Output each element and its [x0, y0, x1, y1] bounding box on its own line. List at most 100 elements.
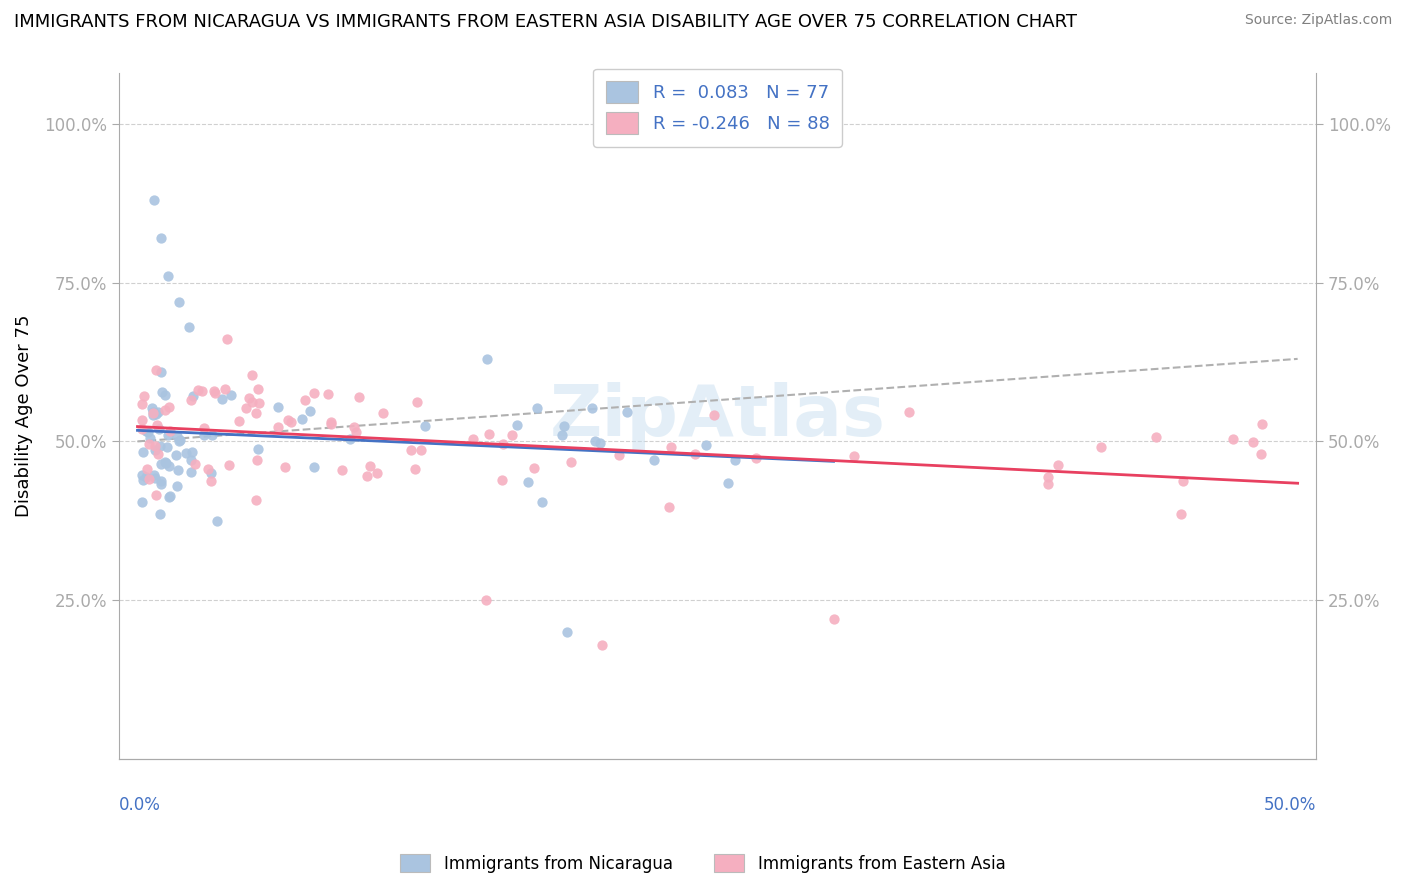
- Text: 50.0%: 50.0%: [1264, 797, 1316, 814]
- Point: [607, 448, 630, 462]
- Point: [1036, 470, 1059, 484]
- Point: [413, 419, 436, 434]
- Point: [141, 401, 163, 415]
- Point: [399, 442, 422, 457]
- Point: [156, 269, 179, 284]
- Point: [166, 479, 188, 493]
- Point: [247, 382, 270, 396]
- Point: [157, 428, 180, 442]
- Point: [142, 468, 165, 483]
- Point: [201, 427, 224, 442]
- Point: [142, 405, 165, 419]
- Point: [516, 475, 538, 489]
- Point: [321, 417, 343, 432]
- Point: [531, 495, 554, 509]
- Point: [200, 467, 222, 481]
- Point: [475, 352, 498, 367]
- Point: [1036, 477, 1059, 491]
- Point: [143, 442, 166, 457]
- Point: [135, 425, 157, 439]
- Point: [204, 385, 226, 400]
- Point: [155, 440, 177, 454]
- Point: [180, 393, 202, 408]
- Point: [717, 475, 740, 490]
- Point: [1222, 433, 1244, 447]
- Point: [643, 453, 665, 467]
- Text: Source: ZipAtlas.com: Source: ZipAtlas.com: [1244, 13, 1392, 28]
- Point: [553, 418, 575, 433]
- Point: [238, 391, 260, 405]
- Y-axis label: Disability Age Over 75: Disability Age Over 75: [15, 315, 32, 517]
- Point: [145, 363, 167, 377]
- Point: [366, 466, 388, 480]
- Point: [131, 422, 153, 436]
- Point: [267, 419, 290, 434]
- Point: [478, 427, 501, 442]
- Legend: Immigrants from Nicaragua, Immigrants from Eastern Asia: Immigrants from Nicaragua, Immigrants fr…: [394, 847, 1012, 880]
- Point: [242, 395, 264, 409]
- Point: [406, 394, 429, 409]
- Point: [491, 473, 513, 487]
- Point: [1250, 447, 1272, 461]
- Point: [1171, 475, 1194, 489]
- Point: [703, 409, 725, 423]
- Point: [148, 447, 170, 461]
- Point: [218, 458, 240, 472]
- Point: [134, 389, 156, 403]
- Point: [157, 490, 180, 504]
- Point: [526, 401, 548, 415]
- Point: [150, 384, 173, 399]
- Point: [149, 365, 172, 379]
- Point: [1170, 507, 1192, 521]
- Point: [1144, 430, 1167, 444]
- Point: [842, 449, 865, 463]
- Point: [583, 434, 606, 449]
- Point: [591, 638, 613, 652]
- Point: [342, 420, 364, 434]
- Point: [145, 417, 167, 432]
- Point: [215, 332, 238, 346]
- Point: [319, 415, 342, 429]
- Point: [143, 439, 166, 453]
- Point: [228, 414, 250, 428]
- Point: [274, 460, 297, 475]
- Point: [745, 451, 768, 466]
- Point: [373, 406, 395, 420]
- Point: [1251, 417, 1274, 432]
- Point: [131, 413, 153, 427]
- Text: ZipAtlas: ZipAtlas: [550, 382, 886, 450]
- Point: [339, 432, 361, 446]
- Point: [898, 405, 921, 419]
- Point: [523, 461, 546, 475]
- Point: [180, 453, 202, 467]
- Point: [166, 429, 188, 443]
- Point: [359, 459, 381, 474]
- Point: [302, 386, 325, 401]
- Point: [409, 442, 432, 457]
- Point: [659, 440, 682, 454]
- Point: [157, 459, 180, 474]
- Point: [193, 421, 215, 435]
- Point: [214, 382, 236, 396]
- Text: IMMIGRANTS FROM NICARAGUA VS IMMIGRANTS FROM EASTERN ASIA DISABILITY AGE OVER 75: IMMIGRANTS FROM NICARAGUA VS IMMIGRANTS …: [14, 13, 1077, 31]
- Point: [616, 405, 638, 419]
- Point: [183, 457, 205, 471]
- Point: [344, 425, 367, 439]
- Point: [200, 474, 222, 488]
- Point: [240, 368, 263, 383]
- Point: [150, 476, 173, 491]
- Point: [167, 294, 190, 309]
- Point: [202, 384, 225, 398]
- Point: [138, 431, 160, 445]
- Point: [349, 391, 371, 405]
- Point: [658, 500, 681, 514]
- Point: [560, 455, 582, 469]
- Point: [266, 400, 288, 414]
- Point: [723, 452, 745, 467]
- Point: [291, 412, 314, 426]
- Point: [555, 624, 578, 639]
- Point: [461, 433, 484, 447]
- Point: [193, 428, 215, 442]
- Point: [294, 392, 316, 407]
- Point: [167, 434, 190, 448]
